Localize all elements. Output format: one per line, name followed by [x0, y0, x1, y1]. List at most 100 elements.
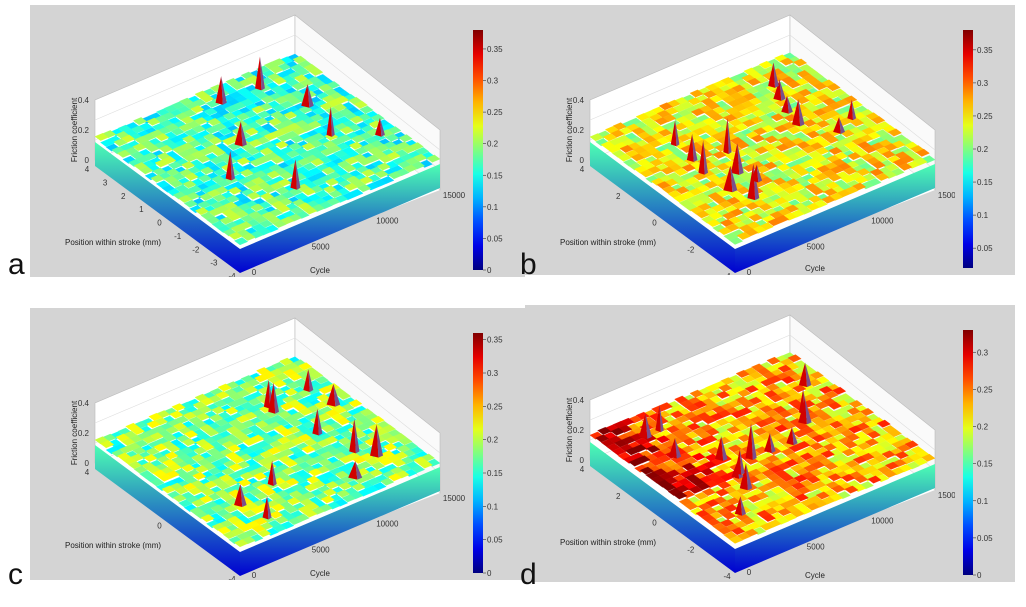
- surface-cell: [291, 82, 306, 91]
- surface-cell: [642, 135, 657, 144]
- y-tick-label: 0: [157, 522, 162, 531]
- surface-cell: [787, 172, 802, 181]
- surface-cell: [133, 465, 148, 474]
- surface-peak-shadow: [333, 384, 341, 407]
- surface-cell: [776, 163, 791, 172]
- surface-cell: [270, 155, 285, 164]
- surface-cell: [915, 148, 930, 157]
- surface-cell: [717, 227, 732, 236]
- surface-peak-shadow: [798, 99, 805, 127]
- surface-cell: [735, 369, 750, 378]
- surface-cell: [717, 481, 732, 490]
- surface-cell: [774, 424, 789, 433]
- surface-cell: [254, 420, 269, 429]
- x-tick-label: 5000: [312, 545, 330, 554]
- surface-cell: [844, 485, 859, 494]
- surface-cell: [230, 224, 245, 233]
- surface-cell: [894, 451, 909, 460]
- x-axis-label: Cycle: [805, 264, 826, 273]
- surface-cell: [794, 195, 809, 203]
- surface-cell: [673, 491, 688, 500]
- surface-cell: [207, 467, 222, 476]
- surface-cell: [759, 405, 774, 414]
- surface-cell: [293, 74, 308, 83]
- surface-side-front-right: [735, 164, 935, 273]
- y-axis-label: Position within stroke (mm): [560, 538, 656, 547]
- surface-cell: [719, 519, 735, 527]
- surface-peak-shadow: [308, 369, 314, 392]
- surface-cell: [841, 448, 856, 457]
- grid-line: [94, 34, 296, 121]
- surface-cell: [410, 465, 426, 474]
- surface-cell: [286, 497, 301, 506]
- surface-cell: [658, 128, 673, 137]
- surface-cell: [313, 126, 328, 135]
- y-tick-label: 0: [652, 519, 657, 528]
- surface-peak-shadow: [737, 143, 744, 175]
- z-axis-label: Friction coefficient: [565, 97, 574, 162]
- surface-cell: [297, 157, 312, 166]
- surface-cell: [251, 524, 266, 533]
- surface-cell: [682, 437, 697, 446]
- surface-peak-shadow: [645, 413, 652, 439]
- surface-cell: [775, 143, 790, 152]
- surface-cell: [315, 190, 330, 198]
- surface-cell: [318, 458, 333, 467]
- surface-cell: [884, 163, 900, 172]
- surface-cell: [191, 499, 206, 507]
- surface-peak-shadow: [273, 382, 279, 414]
- surface-cell: [826, 83, 841, 92]
- surface-peak-shadow: [272, 460, 277, 486]
- surface-cell: [767, 103, 782, 111]
- surface-peak: [833, 117, 841, 134]
- surface-cell: [760, 378, 775, 387]
- colorbar-tick-label: 0.25: [487, 402, 503, 411]
- surface-cell: [740, 400, 755, 409]
- surface-peak-shadow: [376, 424, 384, 458]
- surface-cell: [222, 531, 237, 539]
- surface-peak: [786, 427, 794, 446]
- surface-cell: [226, 400, 241, 409]
- surface-cell: [200, 397, 215, 406]
- surface-cell: [777, 364, 792, 373]
- surface-cell: [234, 539, 249, 548]
- surface-cell: [675, 415, 690, 424]
- surface-cell: [736, 532, 751, 541]
- surface-cell: [887, 429, 902, 438]
- surface-cell: [716, 390, 731, 399]
- surface-peak-shadow: [354, 418, 360, 454]
- surface-cell: [625, 447, 640, 456]
- surface-cell: [658, 102, 673, 111]
- surface-cell: [660, 166, 675, 175]
- surface-cell: [181, 161, 196, 170]
- surface-cell: [694, 492, 709, 500]
- surface-cell: [224, 478, 239, 487]
- surface-cell: [164, 451, 179, 460]
- surface-cell: [777, 508, 792, 516]
- surface-peak-shadow: [240, 121, 247, 147]
- panel-label-d: d: [520, 558, 537, 591]
- surface-cell: [200, 442, 215, 451]
- x-tick-label: 15000: [938, 491, 961, 500]
- surface-cell: [778, 156, 793, 165]
- surface-cell: [617, 153, 632, 162]
- surface-cell: [353, 100, 368, 109]
- surface-cell: [272, 104, 287, 113]
- surface-cell: [299, 78, 314, 87]
- surface-peak-shadow: [355, 461, 363, 480]
- surface-cell: [320, 495, 335, 504]
- surface-cell: [639, 466, 654, 475]
- colorbar-tick-label: 0.05: [487, 234, 503, 243]
- surface-cell: [274, 515, 289, 524]
- surface-cell: [695, 210, 710, 219]
- surface-cell: [815, 420, 831, 429]
- surface-cell: [154, 159, 169, 168]
- surface-cell: [806, 475, 821, 484]
- surface-cell: [242, 437, 257, 446]
- colorbar-tick-label: 0.15: [977, 460, 993, 469]
- surface-cell: [656, 181, 671, 190]
- surface-cell: [184, 430, 199, 439]
- surface-cell: [272, 524, 287, 533]
- surface-cell: [684, 502, 699, 511]
- surface-cell: [283, 111, 298, 120]
